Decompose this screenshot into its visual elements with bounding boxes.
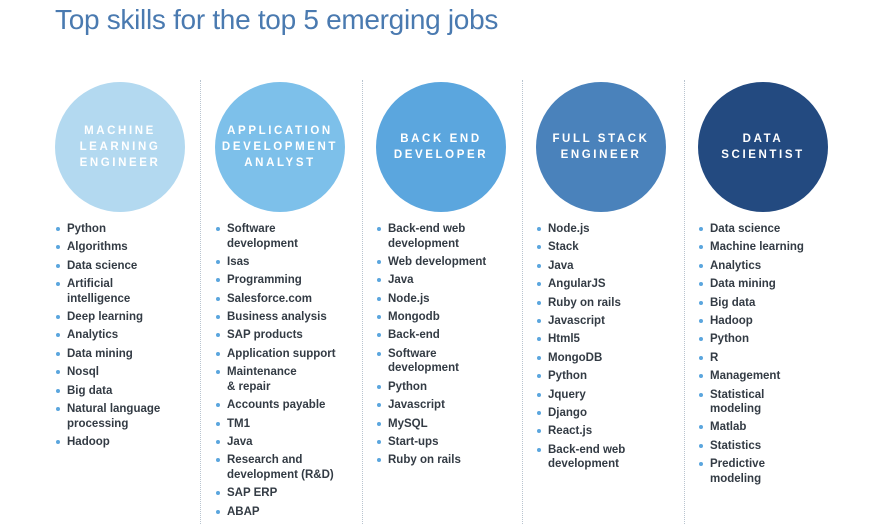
skill-item: Jquery <box>536 388 696 403</box>
job-circle: APPLICATION DEVELOPMENT ANALYST <box>215 82 345 212</box>
job-column: DATA SCIENTIST Data science Machine learni… <box>698 82 858 485</box>
skill-item: Predictive modeling <box>698 457 858 486</box>
skill-item: Python <box>536 369 696 384</box>
job-circle: MACHINE LEARNING ENGINEER <box>55 82 185 212</box>
skill-item: Research and development (R&D) <box>215 453 375 482</box>
skill-list: Python Algorithms Data science Artificial i… <box>55 222 215 453</box>
skill-item: Back-end web development <box>536 443 696 472</box>
column-separator <box>200 80 201 524</box>
skill-list: Back-end web development Web development J… <box>376 222 536 472</box>
skill-item: Analytics <box>55 328 215 343</box>
job-circle: DATA SCIENTIST <box>698 82 828 212</box>
skill-list: Node.js Stack Java AngularJS Ruby on rails Ja… <box>536 222 696 476</box>
skill-item: Salesforce.com <box>215 292 375 307</box>
skill-item: Javascript <box>536 314 696 329</box>
skill-item: Data science <box>698 222 858 237</box>
column-separator <box>522 80 523 524</box>
skill-item: Algorithms <box>55 240 215 255</box>
skill-item: TM1 <box>215 417 375 432</box>
skill-item: Statistics <box>698 439 858 454</box>
skill-item: Back-end <box>376 328 536 343</box>
skill-item: Java <box>376 273 536 288</box>
skill-item: Programming <box>215 273 375 288</box>
skill-item: Node.js <box>536 222 696 237</box>
skill-item: Artificial intelligence <box>55 277 215 306</box>
skill-item: Python <box>698 332 858 347</box>
skill-item: Deep learning <box>55 310 215 325</box>
skill-item: Business analysis <box>215 310 375 325</box>
skill-item: Big data <box>55 384 215 399</box>
skill-item: Data mining <box>55 347 215 362</box>
skill-item: Matlab <box>698 420 858 435</box>
skill-item: Node.js <box>376 292 536 307</box>
job-column: APPLICATION DEVELOPMENT ANALYST Software … <box>215 82 375 518</box>
skill-list: Data science Machine learning Analytics Dat… <box>698 222 858 490</box>
job-circle: BACK END DEVELOPER <box>376 82 506 212</box>
column-separator <box>684 80 685 524</box>
skill-item: React.js <box>536 424 696 439</box>
skill-item: Data mining <box>698 277 858 292</box>
job-column: BACK END DEVELOPER Back-end web developme… <box>376 82 536 466</box>
skill-item: Html5 <box>536 332 696 347</box>
job-column: FULL STACK ENGINEER Node.js Stack Java Angul… <box>536 82 696 470</box>
skill-item: Management <box>698 369 858 384</box>
skill-item: Accounts payable <box>215 398 375 413</box>
skill-item: Python <box>376 380 536 395</box>
skill-item: Analytics <box>698 259 858 274</box>
skill-item: Natural language processing <box>55 402 215 431</box>
skill-item: Isas <box>215 255 375 270</box>
job-column: MACHINE LEARNING ENGINEER Python Algorithm… <box>55 82 215 448</box>
skill-item: Software development <box>376 347 536 376</box>
skill-item: Software development <box>215 222 375 251</box>
skill-item: Ruby on rails <box>536 296 696 311</box>
skill-item: Mongodb <box>376 310 536 325</box>
skill-item: Machine learning <box>698 240 858 255</box>
skill-item: Web development <box>376 255 536 270</box>
skill-item: Ruby on rails <box>376 453 536 468</box>
skill-item: Java <box>215 435 375 450</box>
column-separator <box>362 80 363 524</box>
skill-item: Hadoop <box>55 435 215 450</box>
skill-item: Application support <box>215 347 375 362</box>
skill-item: Maintenance & repair <box>215 365 375 394</box>
page-title: Top skills for the top 5 emerging jobs <box>55 4 499 35</box>
skill-item: AngularJS <box>536 277 696 292</box>
skill-item: R <box>698 351 858 366</box>
skill-item: Stack <box>536 240 696 255</box>
skill-item: Nosql <box>55 365 215 380</box>
skill-item: Big data <box>698 296 858 311</box>
skill-list: Software development Isas Programming Sales… <box>215 222 375 523</box>
skill-item: Javascript <box>376 398 536 413</box>
skill-item: ABAP <box>215 505 375 520</box>
job-circle: FULL STACK ENGINEER <box>536 82 666 212</box>
skill-item: MongoDB <box>536 351 696 366</box>
skill-item: Hadoop <box>698 314 858 329</box>
skill-item: SAP ERP <box>215 486 375 501</box>
skill-item: SAP products <box>215 328 375 343</box>
skill-item: MySQL <box>376 417 536 432</box>
skill-item: Start-ups <box>376 435 536 450</box>
skill-item: Back-end web development <box>376 222 536 251</box>
skill-item: Django <box>536 406 696 421</box>
skill-item: Java <box>536 259 696 274</box>
skill-item: Statistical modeling <box>698 388 858 417</box>
skill-item: Python <box>55 222 215 237</box>
skill-item: Data science <box>55 259 215 274</box>
